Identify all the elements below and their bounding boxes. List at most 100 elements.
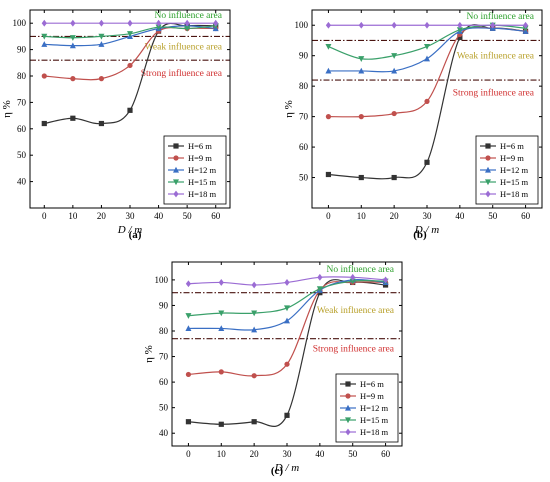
panel-label: (b) [413, 229, 427, 241]
legend-entry: H=9 m [360, 391, 384, 401]
legend-entry: H=12 m [360, 403, 389, 413]
x-tick-label: 10 [68, 211, 78, 221]
data-point [284, 412, 290, 418]
data-point [184, 25, 191, 32]
data-point [70, 19, 76, 27]
legend: H=6 m H=9 m H=12 m H=15 m H=18 m [475, 135, 539, 205]
data-point [70, 115, 76, 121]
x-tick-label: 30 [423, 211, 433, 221]
data-point [184, 19, 190, 27]
y-tick-label: 50 [299, 173, 309, 183]
legend-entry: H=18 m [500, 189, 529, 199]
data-point [316, 286, 323, 293]
legend-marker [345, 381, 351, 387]
legend-marker [485, 143, 491, 149]
data-point [349, 278, 356, 285]
legend-marker [345, 428, 351, 436]
x-tick-label: 0 [42, 211, 47, 221]
data-point [251, 373, 257, 379]
x-tick-label: 60 [381, 449, 391, 459]
x-tick-label: 50 [183, 211, 193, 221]
zone-label: No influence area [154, 10, 222, 21]
y-tick-label: 50 [159, 403, 169, 413]
x-tick-label: 20 [250, 449, 260, 459]
data-point [213, 19, 219, 27]
data-point [69, 35, 76, 41]
x-tick-label: 40 [315, 449, 325, 459]
legend-marker [485, 166, 491, 173]
x-tick-label: 20 [97, 211, 107, 221]
legend-marker [485, 155, 491, 161]
data-point [284, 361, 290, 367]
data-point [218, 369, 224, 375]
legend-marker [345, 417, 351, 424]
legend-marker [173, 190, 179, 198]
legend-entry: H=18 m [360, 427, 389, 437]
data-point [98, 76, 105, 82]
data-point [98, 19, 105, 27]
data-point [185, 280, 192, 288]
data-point [251, 281, 257, 289]
zone-label: Strong influence area [141, 68, 223, 79]
legend-entry: H=9 m [188, 153, 212, 163]
data-point [358, 56, 365, 62]
data-point [325, 114, 332, 120]
data-point [358, 174, 364, 181]
legend-marker [173, 143, 179, 149]
y-tick-label: 40 [17, 177, 27, 187]
data-point [391, 53, 398, 59]
y-tick-label: 60 [17, 124, 27, 134]
legend-entry: H=15 m [360, 415, 389, 425]
panel-label: (c) [271, 465, 284, 477]
legend-entry: H=15 m [500, 177, 529, 187]
data-point [325, 171, 332, 178]
data-point [358, 67, 365, 74]
data-point [218, 325, 225, 332]
x-tick-label: 20 [390, 211, 400, 221]
legend-entry: H=18 m [188, 189, 217, 199]
data-point [350, 273, 356, 281]
y-tick-label: 80 [17, 71, 27, 81]
data-point [457, 21, 463, 29]
data-point [251, 310, 258, 317]
x-tick-label: 0 [326, 211, 331, 221]
data-point [155, 19, 162, 27]
chart-panel: No influence area Weak influence area Stro… [283, 9, 543, 241]
y-axis-label: η % [143, 345, 155, 363]
x-tick-label: 50 [488, 211, 498, 221]
data-point [218, 421, 224, 427]
data-point [185, 325, 192, 332]
legend-entry: H=12 m [500, 165, 529, 175]
data-point [284, 317, 290, 324]
data-point [456, 27, 463, 33]
x-axis-label: D / m [414, 224, 440, 236]
legend-marker [345, 393, 351, 399]
data-point [41, 120, 47, 127]
data-point [251, 326, 258, 333]
y-tick-label: 80 [159, 326, 169, 336]
legend: H=6 m H=9 m H=12 m H=15 m H=18 m [335, 373, 399, 443]
data-point [382, 276, 389, 284]
data-point [69, 42, 76, 49]
legend-entry: H=6 m [500, 141, 524, 151]
legend-entry: H=12 m [188, 165, 217, 175]
y-tick-label: 90 [299, 51, 309, 61]
y-tick-label: 100 [295, 20, 309, 30]
data-point [127, 19, 133, 27]
panel-label: (a) [129, 229, 142, 241]
data-point [185, 419, 192, 425]
zone-label: Strong influence area [453, 87, 535, 98]
y-tick-label: 70 [17, 97, 27, 107]
data-point [185, 371, 192, 378]
data-point [490, 21, 496, 29]
legend-marker [345, 404, 351, 411]
data-point [522, 21, 529, 29]
x-tick-label: 40 [455, 211, 465, 221]
y-tick-label: 100 [155, 275, 169, 285]
data-point [41, 33, 48, 40]
data-point [251, 419, 257, 425]
legend-marker [173, 179, 179, 186]
legend-marker [485, 179, 491, 186]
x-tick-label: 60 [211, 211, 221, 221]
data-point [218, 310, 225, 317]
